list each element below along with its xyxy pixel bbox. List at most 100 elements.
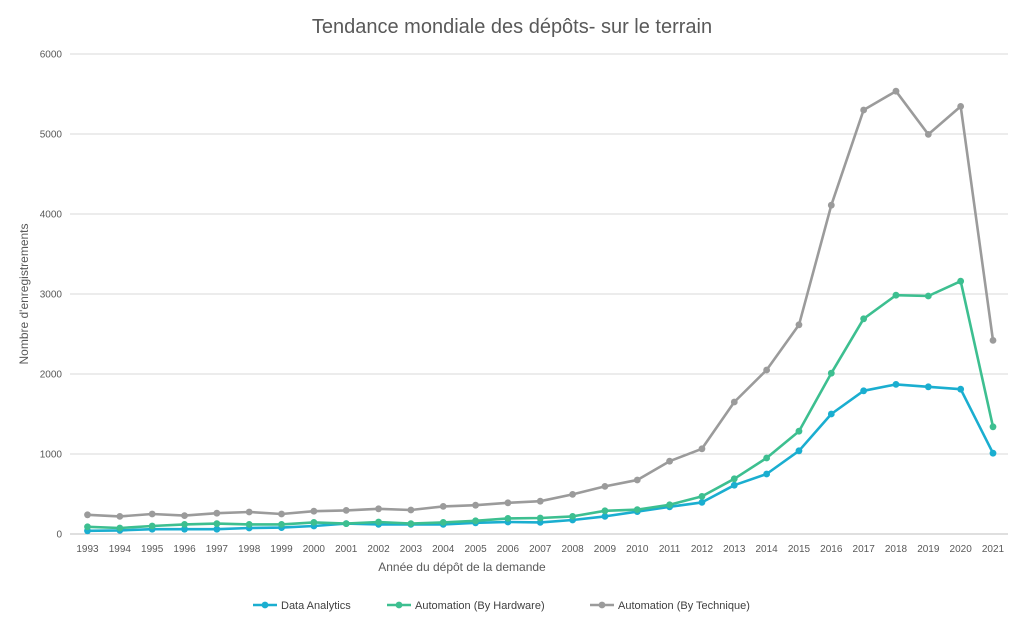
data-point	[148, 510, 156, 518]
data-point	[924, 131, 932, 138]
data-point	[633, 476, 641, 484]
data-point	[536, 514, 544, 522]
data-point	[375, 505, 382, 513]
data-point	[730, 475, 738, 483]
legend-marker	[395, 601, 403, 609]
data-point	[989, 337, 997, 344]
series-3	[84, 87, 997, 520]
data-point	[342, 507, 350, 514]
data-point	[892, 87, 900, 95]
data-point	[827, 369, 835, 377]
y-tick-label: 0	[56, 530, 62, 541]
data-point	[213, 525, 221, 533]
x-tick-label: 2003	[400, 544, 423, 555]
series-line	[86, 89, 995, 518]
x-tick-label: 2006	[497, 544, 520, 555]
x-tick-label: 2021	[982, 544, 1005, 555]
data-point	[892, 291, 900, 299]
data-point	[989, 449, 997, 457]
data-point	[181, 521, 188, 528]
x-tick-label: 1999	[270, 544, 293, 555]
x-tick-label: 2000	[303, 544, 326, 555]
data-point	[148, 522, 156, 530]
data-point	[245, 521, 253, 528]
legend-item: Automation (By Hardware)	[387, 600, 545, 612]
x-tick-label: 2010	[626, 544, 649, 555]
data-point	[666, 457, 674, 465]
data-point	[213, 520, 221, 527]
data-point	[795, 447, 803, 455]
y-tick-label: 1000	[40, 450, 63, 461]
y-tick-label: 5000	[40, 130, 63, 141]
legend-marker	[261, 601, 269, 609]
data-point	[310, 507, 318, 515]
gridlines	[70, 53, 1008, 535]
x-tick-label: 2020	[950, 544, 973, 555]
data-point	[698, 445, 706, 453]
data-point	[924, 292, 932, 300]
x-tick-label: 1993	[76, 544, 99, 555]
data-point	[860, 106, 868, 114]
y-tick-label: 6000	[40, 50, 63, 61]
x-tick-label: 1997	[206, 544, 229, 555]
x-tick-label: 2013	[723, 544, 746, 555]
data-point	[278, 521, 285, 528]
data-point	[957, 277, 965, 285]
data-point	[601, 513, 609, 520]
legend: Data Analytics Automation (By Hardware) Au…	[253, 600, 750, 612]
data-point	[569, 491, 576, 498]
y-axis-label: Nombre d'enregistrements	[17, 223, 31, 364]
data-point	[827, 410, 835, 418]
x-tick-label: 1996	[173, 544, 196, 555]
data-point	[407, 506, 415, 514]
legend-item: Data Analytics	[253, 600, 351, 612]
data-point	[633, 506, 641, 513]
chart-title: Tendance mondiale des dépôts- sur le ter…	[312, 16, 712, 38]
data-point	[763, 366, 771, 374]
x-tick-label: 2017	[853, 544, 876, 555]
data-point	[439, 519, 447, 526]
x-axis-ticks: 1993 1994 1995 1996 1997 1998 1999 2000 2001 2002…	[76, 544, 1004, 555]
data-point	[116, 513, 124, 520]
x-tick-label: 2016	[820, 544, 843, 555]
data-point	[116, 524, 124, 532]
x-tick-label: 2018	[885, 544, 908, 555]
data-point	[310, 519, 318, 526]
data-point	[407, 520, 415, 527]
x-tick-label: 1995	[141, 544, 164, 555]
data-point	[342, 520, 350, 527]
x-tick-label: 2004	[432, 544, 455, 555]
data-point	[827, 201, 835, 209]
x-tick-label: 2002	[367, 544, 390, 555]
series-1	[84, 381, 997, 535]
data-point	[181, 525, 188, 533]
legend-item: Automation (By Technique)	[590, 600, 750, 612]
x-tick-label: 2019	[917, 544, 940, 555]
data-point	[795, 427, 803, 435]
y-tick-label: 3000	[40, 290, 63, 301]
data-point	[245, 508, 253, 516]
data-point	[504, 499, 512, 507]
series-lines	[84, 87, 997, 535]
data-point	[278, 510, 285, 518]
x-tick-label: 2001	[335, 544, 358, 555]
data-point	[730, 398, 738, 406]
data-point	[924, 383, 932, 391]
data-point	[569, 513, 576, 520]
x-tick-label: 2014	[756, 544, 779, 555]
data-point	[84, 523, 91, 531]
y-tick-label: 2000	[40, 370, 63, 381]
x-tick-label: 1994	[109, 544, 132, 555]
data-point	[472, 517, 479, 525]
data-point	[472, 501, 479, 509]
data-point	[601, 483, 609, 490]
x-tick-label: 2011	[659, 544, 681, 555]
data-point	[698, 493, 706, 500]
x-tick-label: 2015	[788, 544, 811, 555]
data-point	[84, 511, 91, 519]
data-point	[439, 503, 447, 510]
data-point	[181, 512, 188, 519]
x-tick-label: 2007	[529, 544, 552, 555]
x-tick-label: 2008	[561, 544, 584, 555]
